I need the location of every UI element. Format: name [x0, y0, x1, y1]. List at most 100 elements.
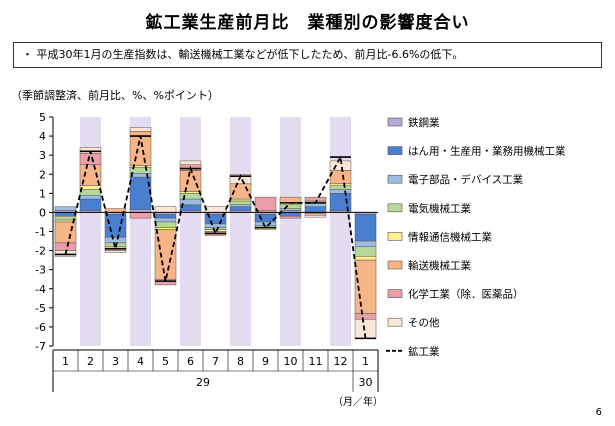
- x-tick-label: 6: [187, 355, 194, 368]
- bar-segment: [129, 127, 152, 132]
- y-tick-label: -5: [35, 302, 46, 315]
- shade-band: [330, 117, 351, 346]
- page-title: 鉱工業生産前月比 業種別の影響度合い: [145, 13, 470, 33]
- bar-segment: [329, 185, 352, 190]
- bar-segment: [304, 215, 327, 218]
- bar-segment: [204, 227, 227, 230]
- bar-segment: [179, 160, 202, 165]
- x-tick-label: 5: [162, 355, 169, 368]
- x-tick-label: 1: [62, 355, 69, 368]
- bar-segment: [279, 212, 302, 217]
- legend-swatch: [387, 174, 403, 184]
- bar-segment: [354, 214, 377, 242]
- x-tick-label: 1: [362, 355, 369, 368]
- x-tick-label: 7: [212, 355, 219, 368]
- year-label: 29: [196, 376, 210, 389]
- bar-segment: [79, 185, 102, 190]
- legend-swatch: [387, 317, 403, 327]
- bar-segment: [154, 227, 177, 230]
- x-tick-label: 3: [112, 355, 119, 368]
- shade-band: [280, 117, 301, 346]
- bar-segment: [229, 200, 252, 206]
- bar-segment: [229, 198, 252, 202]
- legend-label: 鉄鋼業: [408, 116, 440, 129]
- legend-label: はん用・生産用・業務用機械工業: [408, 145, 566, 158]
- bar-segment: [204, 206, 227, 213]
- bar-segment: [154, 214, 177, 219]
- legend-swatch: [387, 260, 403, 270]
- x-tick-label: 8: [237, 355, 244, 368]
- page-number: 6: [595, 407, 602, 418]
- x-tick-label: 11: [309, 355, 323, 368]
- legend-label: 情報通信機械工業: [408, 230, 492, 243]
- legend-swatch: [387, 203, 403, 213]
- bar-segment: [54, 212, 77, 217]
- bar-segment: [354, 246, 377, 257]
- y-tick-label: -3: [35, 264, 46, 277]
- bar-segment: [354, 240, 377, 248]
- y-tick-label: -6: [35, 321, 46, 334]
- legend-label: その他: [408, 316, 440, 329]
- x-tick-label: 4: [137, 355, 144, 368]
- y-tick-label: 4: [39, 130, 46, 143]
- legend-swatch: [387, 146, 403, 155]
- bar-segment: [279, 204, 302, 209]
- bar-segment: [279, 208, 302, 211]
- x-tick-label: 2: [87, 355, 94, 368]
- bar-segment: [154, 221, 177, 228]
- bar-segment: [79, 189, 102, 196]
- y-tick-label: -1: [35, 226, 46, 239]
- bar-segment: [104, 214, 127, 238]
- y-tick-label: 5: [39, 111, 46, 124]
- bar-segment: [354, 313, 377, 320]
- bar-segment: [79, 198, 102, 211]
- legend-label: 電子部品・デバイス工業: [408, 173, 524, 186]
- legend-label: 化学工業（除．医薬品）: [408, 288, 524, 301]
- y-tick-label: 0: [39, 206, 46, 219]
- line-series: [55, 135, 376, 340]
- y-tick-label: 2: [39, 168, 46, 181]
- bar-segment: [154, 206, 177, 213]
- legend-label: 鉱工業: [408, 345, 440, 358]
- x-tick-label: 10: [284, 355, 298, 368]
- legend-swatch: [387, 117, 403, 127]
- bar-segment: [79, 153, 102, 165]
- axis-unit-label: （月／年）: [333, 395, 383, 408]
- bar-segment: [54, 242, 77, 251]
- y-tick-label: 3: [39, 149, 46, 162]
- bar-segment: [54, 215, 77, 221]
- legend-swatch: [387, 232, 403, 241]
- bar-segment: [104, 250, 127, 253]
- unit-note: （季節調整済、前月比、%、%ポイント）: [11, 89, 219, 102]
- y-tick-label: -7: [35, 340, 46, 353]
- bar-segment: [304, 206, 327, 213]
- bar-segment: [254, 196, 277, 211]
- bar-segment: [354, 256, 377, 261]
- bar-segment: [254, 214, 277, 223]
- shade-band: [230, 117, 251, 346]
- bar-segment: [329, 183, 352, 186]
- y-tick-label: -4: [35, 283, 46, 296]
- bar-segment: [279, 215, 302, 219]
- bar-segment: [54, 206, 77, 211]
- bar-segment: [329, 189, 352, 194]
- y-tick-label: 1: [39, 187, 46, 200]
- bar-segment: [179, 191, 202, 194]
- bar-segment: [254, 221, 277, 227]
- x-tick-label: 9: [262, 355, 269, 368]
- legend: 鉄鋼業はん用・生産用・業務用機械工業電子部品・デバイス工業電気機械工業情報通信機…: [386, 116, 566, 358]
- legend-label: 電気機械工業: [408, 202, 471, 215]
- y-tick-label: -2: [35, 245, 46, 258]
- bar-segment: [204, 223, 227, 228]
- bar-segment: [129, 212, 152, 219]
- bars: [54, 127, 377, 339]
- bar-segment: [79, 194, 102, 200]
- bar-segment: [179, 170, 202, 192]
- legend-swatch: [387, 289, 403, 298]
- legend-label: 輸送機械工業: [408, 259, 471, 272]
- bar-segment: [154, 217, 177, 223]
- bar-segment: [54, 221, 77, 244]
- bar-segment: [229, 206, 252, 211]
